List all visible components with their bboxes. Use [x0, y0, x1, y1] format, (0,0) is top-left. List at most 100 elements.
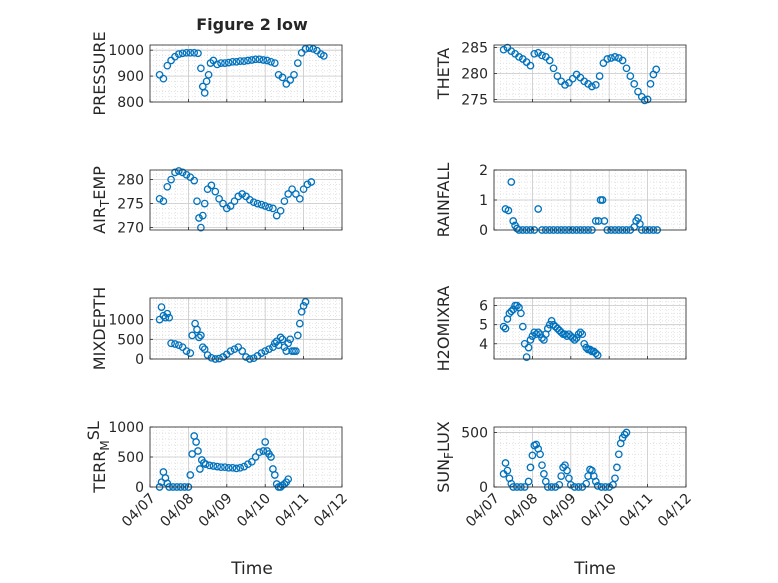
data-point — [269, 204, 277, 213]
data-point — [284, 339, 293, 348]
data-point — [167, 339, 175, 348]
data-point — [209, 462, 218, 470]
data-point — [509, 217, 518, 225]
data-point — [280, 343, 289, 352]
y-tick-label: 1000 — [108, 313, 144, 329]
data-point — [292, 190, 300, 198]
y-axis-label: PRESSURE — [90, 31, 109, 115]
data-point — [530, 49, 539, 58]
data-point — [261, 202, 270, 210]
data-point — [213, 462, 222, 471]
data-point — [288, 185, 296, 194]
data-point — [622, 428, 631, 437]
data-point — [163, 309, 172, 318]
data-point — [259, 56, 268, 64]
data-point — [159, 74, 168, 83]
data-point — [190, 48, 199, 57]
data-point — [202, 77, 211, 86]
data-point — [195, 214, 203, 222]
data-point — [584, 472, 592, 480]
data-point — [540, 470, 548, 478]
data-point — [188, 331, 197, 340]
data-point — [568, 334, 577, 342]
data-point — [501, 324, 510, 333]
data-point — [293, 331, 302, 340]
data-point — [549, 320, 558, 329]
data-point — [591, 477, 600, 486]
data-point — [224, 58, 233, 67]
data-point — [224, 463, 233, 472]
y-tick-label: 6 — [479, 299, 488, 315]
data-point — [557, 472, 566, 480]
data-point — [171, 340, 179, 348]
data-point — [284, 475, 293, 484]
data-point — [603, 55, 612, 63]
data-point — [272, 211, 281, 220]
data-point — [200, 89, 209, 97]
data-point — [174, 50, 183, 58]
data-point — [643, 95, 652, 104]
y-tick-label: 285 — [461, 41, 488, 57]
data-point — [232, 464, 241, 473]
data-point — [165, 313, 174, 322]
data-point — [276, 206, 285, 215]
data-point — [257, 200, 266, 209]
data-point — [570, 336, 579, 344]
y-tick-label: 280 — [117, 173, 144, 189]
y-tick-label: 0 — [135, 352, 144, 368]
data-point — [278, 73, 287, 82]
data-point — [226, 347, 235, 355]
data-point — [251, 55, 260, 64]
data-point — [309, 45, 318, 53]
data-point — [543, 324, 552, 333]
data-point — [549, 64, 558, 73]
subplot-h2omixra: 4 5 6 H2OMIXRA — [434, 286, 687, 372]
data-point — [595, 72, 604, 80]
data-point — [528, 332, 537, 340]
y-tick-label: 0 — [135, 480, 144, 496]
data-point — [522, 353, 531, 361]
data-point — [282, 80, 291, 88]
data-point — [532, 440, 541, 449]
data-point — [534, 205, 543, 213]
data-point — [253, 199, 262, 208]
data-point — [194, 447, 202, 455]
data-point — [299, 185, 308, 194]
data-point — [267, 453, 275, 461]
data-point — [171, 168, 179, 177]
y-tick-label: 800 — [117, 95, 144, 111]
data-point — [198, 343, 207, 352]
data-point — [319, 52, 328, 60]
data-point — [247, 56, 256, 64]
data-point — [193, 197, 201, 206]
data-point — [195, 333, 203, 342]
data-point — [174, 341, 183, 350]
data-point — [580, 339, 589, 348]
data-point — [582, 343, 591, 352]
y-axis-label: MIXDEPTH — [90, 287, 109, 370]
subplot-rainfall: 0 1 2 RAINFALL — [434, 163, 687, 239]
data-point — [295, 319, 304, 328]
data-point — [186, 349, 195, 357]
data-point — [209, 56, 218, 65]
data-point — [190, 176, 199, 185]
data-point — [194, 49, 202, 58]
data-point — [561, 81, 569, 89]
data-point — [167, 175, 175, 184]
data-point — [534, 328, 543, 337]
data-point — [614, 450, 623, 459]
data-point — [578, 330, 587, 339]
data-point — [588, 82, 596, 91]
axes-box — [149, 169, 343, 231]
data-point — [576, 328, 585, 337]
y-tick-label: 275 — [117, 197, 144, 213]
y-axis-label: H2OMIXRA — [434, 286, 453, 372]
data-point — [532, 330, 541, 339]
data-point — [301, 45, 310, 53]
data-point — [513, 301, 521, 310]
data-point — [230, 197, 239, 206]
data-point — [270, 471, 279, 479]
